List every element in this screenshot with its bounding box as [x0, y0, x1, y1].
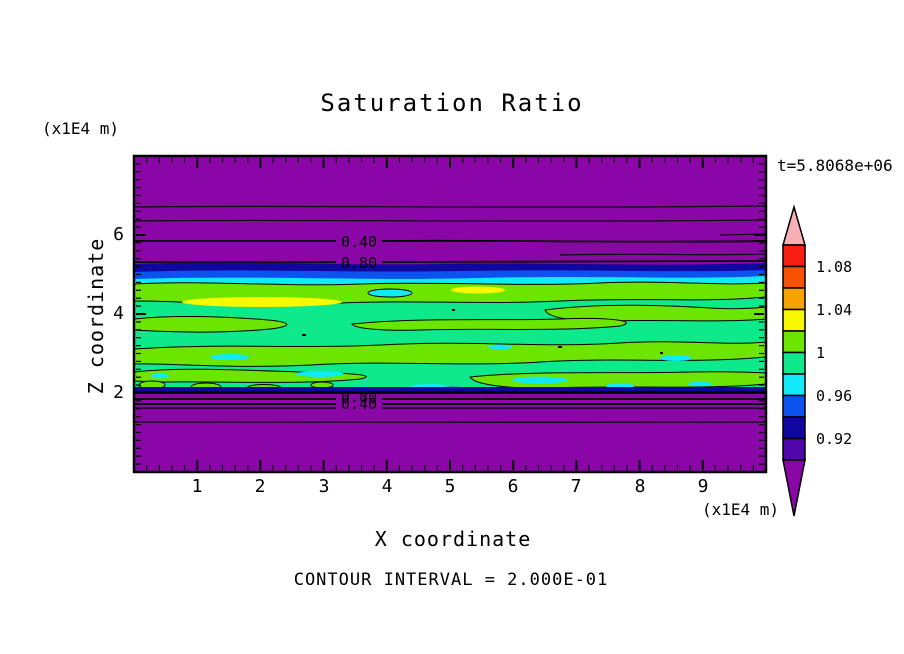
colorbar-box	[782, 416, 806, 440]
colorbar-tick-label: 0.96	[816, 387, 853, 405]
green-contour-lenses	[134, 281, 766, 392]
x-units-label: (x1E4 m)	[701, 500, 779, 519]
z-tick-label: 4	[113, 303, 124, 324]
contour-label-040-lower: 0.40	[341, 395, 377, 413]
plot-title: Saturation Ratio	[320, 89, 584, 117]
x-tick-label: 8	[634, 476, 646, 497]
colorbar-tick-label: 1.04	[816, 301, 853, 319]
colorbar-box	[782, 265, 806, 289]
colorbar-box	[782, 437, 806, 461]
upper-contour-lines	[134, 205, 766, 263]
colorbar-box	[782, 351, 806, 375]
x-tick-label: 7	[570, 476, 582, 497]
colorbar-box	[782, 330, 806, 354]
colorbar-tick-label: 1	[816, 344, 826, 362]
z-units-label: (x1E4 m)	[42, 119, 120, 138]
contour-interval-label: CONTOUR INTERVAL = 2.000E-01	[293, 570, 609, 590]
contour-label-040-upper: 0.40	[341, 233, 377, 251]
colorbar	[782, 204, 806, 517]
colorbar-tick-label: 1.08	[816, 258, 853, 276]
x-tick-label: 5	[444, 476, 456, 497]
z-tick-label: 6	[113, 224, 124, 245]
plot-area: 0.40 0.80 0.80 0.40	[134, 156, 766, 472]
x-tick-label: 6	[507, 476, 519, 497]
axis-ticks	[136, 158, 764, 470]
colorbar-over-arrow	[782, 204, 806, 246]
contour-label-080-lower: 0.80	[341, 388, 377, 406]
colorbar-box	[782, 394, 806, 418]
x-tick-label: 4	[381, 476, 393, 497]
plot-border	[132, 154, 768, 474]
x-tick-label: 9	[697, 476, 709, 497]
yellow-high-patches	[182, 286, 505, 307]
x-axis-title: X coordinate	[374, 527, 532, 551]
time-annotation: t=5.8068e+06	[777, 156, 893, 175]
x-tick-label: 1	[191, 476, 203, 497]
colorbar-box	[782, 308, 806, 332]
colorbar-box	[782, 244, 806, 268]
colorbar-under-arrow	[782, 459, 806, 517]
lower-front	[134, 387, 766, 472]
z-tick-label: 2	[113, 382, 124, 403]
x-tick-label: 3	[318, 476, 330, 497]
colorbar-box	[782, 287, 806, 311]
colorbar-box	[782, 373, 806, 397]
colorbar-tick-label: 0.92	[816, 430, 853, 448]
lower-contour-lines	[134, 398, 766, 423]
contour-label-080-upper: 0.80	[341, 254, 377, 272]
x-tick-label: 2	[254, 476, 266, 497]
colorbar-boxes	[782, 244, 806, 461]
